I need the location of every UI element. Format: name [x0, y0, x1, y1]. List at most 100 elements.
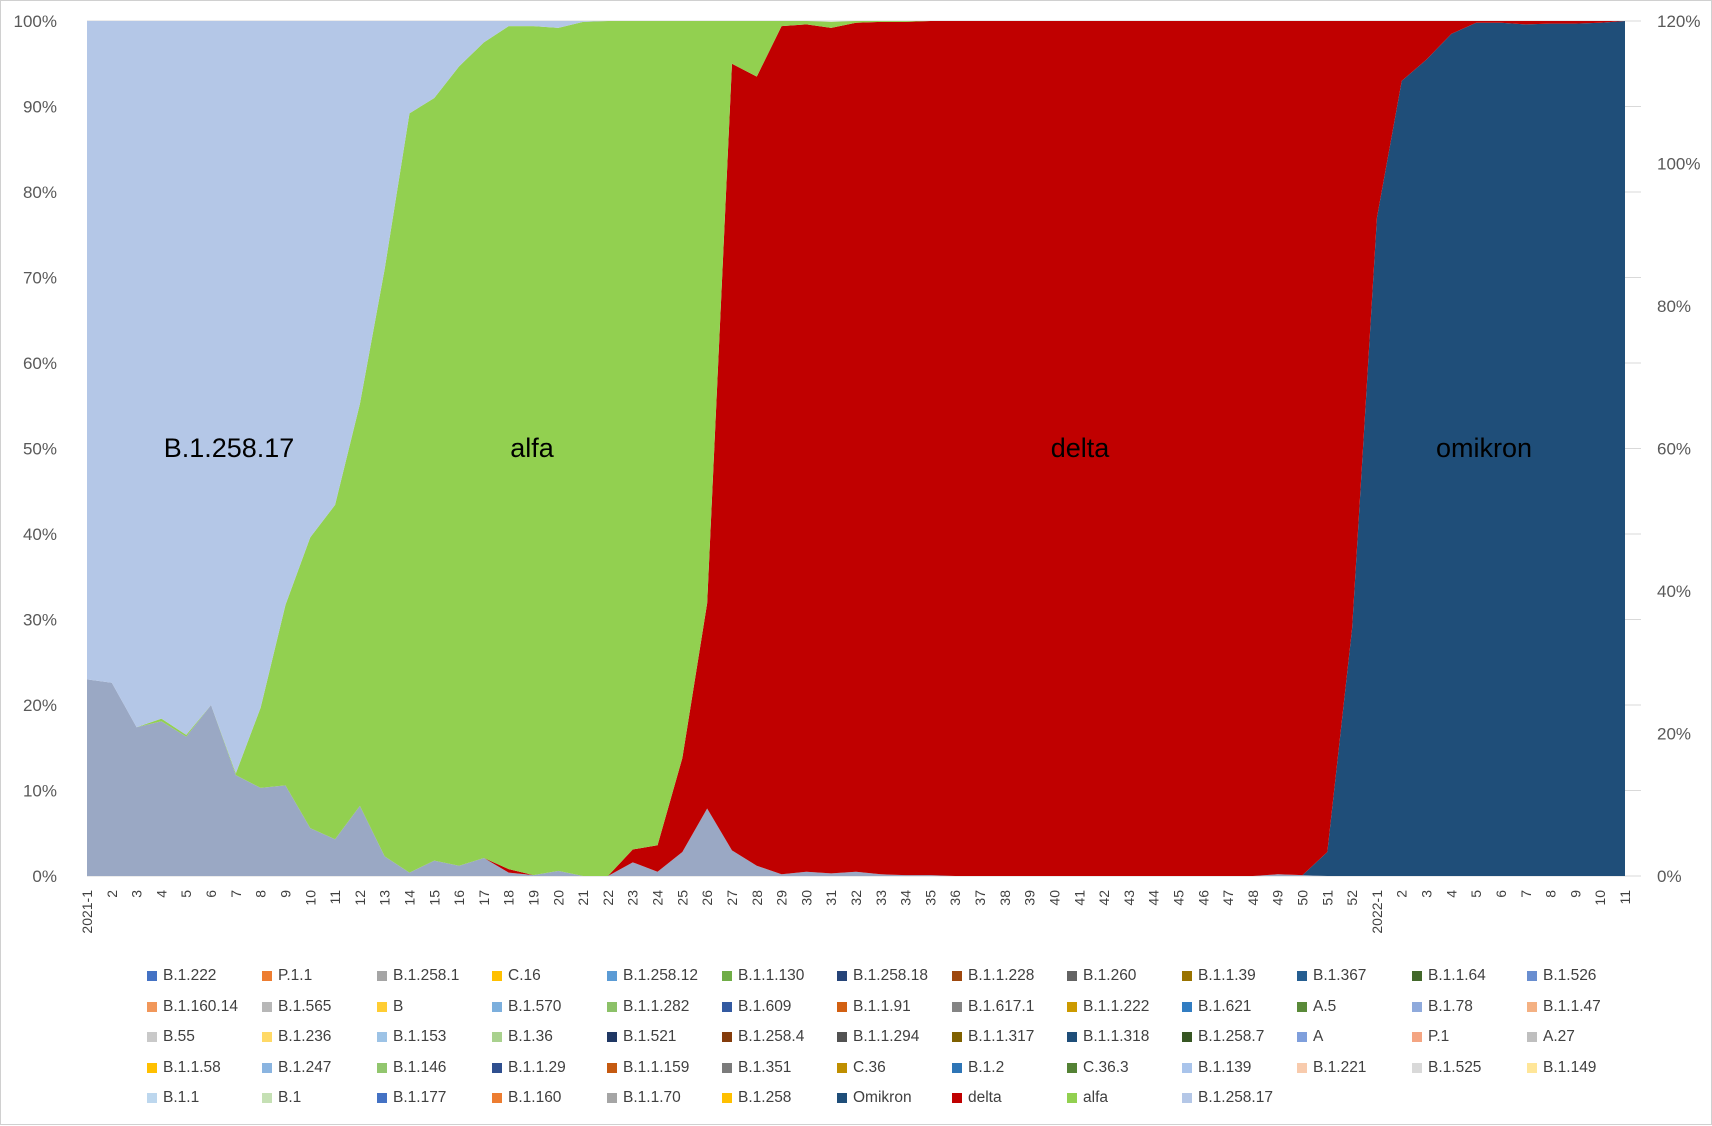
x-tick-label: 34 [898, 890, 914, 906]
legend-item: B [377, 998, 492, 1016]
legend-item: B.1.258.17 [1182, 1089, 1297, 1107]
legend-label: A.27 [1543, 1028, 1575, 1046]
legend-item: B.1.1.39 [1182, 967, 1297, 985]
y-tick-left: 50% [23, 440, 57, 459]
legend-label: B.1.1.282 [623, 997, 690, 1015]
region-label: delta [1051, 433, 1111, 463]
legend-label: delta [968, 1089, 1002, 1107]
y-tick-right: 0% [1657, 867, 1682, 886]
y-tick-left: 90% [23, 98, 57, 117]
y-tick-left: 30% [23, 611, 57, 630]
x-tick-label: 38 [997, 890, 1013, 906]
legend-swatch [1067, 1062, 1077, 1073]
x-tick-label: 51 [1319, 890, 1335, 906]
legend-item: B.1 [262, 1089, 377, 1107]
legend-swatch [1297, 1001, 1307, 1012]
legend-swatch [147, 971, 157, 982]
legend-swatch [1412, 1062, 1422, 1073]
legend-item: B.1.1.228 [952, 967, 1067, 985]
legend-swatch [722, 1032, 732, 1043]
legend-row: B.1.160.14 B.1.565 B B.1.570 B.1.1.282 B.1.60… [147, 992, 1647, 1023]
legend-label: B.1.258.12 [623, 967, 698, 985]
x-tick-label: 36 [947, 890, 963, 906]
x-tick-label: 31 [823, 890, 839, 906]
x-tick-label: 14 [401, 890, 417, 906]
legend-label: B.1.258.17 [1198, 1089, 1273, 1107]
legend-item: B.1.1.47 [1527, 998, 1642, 1016]
y-tick-left: 60% [23, 354, 57, 373]
x-tick-label: 2021-1 [79, 890, 95, 934]
x-tick-label: 25 [674, 890, 690, 906]
legend-swatch [722, 1062, 732, 1073]
legend-label: B.1.1.222 [1083, 997, 1150, 1015]
legend-label: B.1.609 [738, 997, 792, 1015]
legend-label: B.1 [278, 1089, 302, 1107]
x-tick-label: 43 [1121, 890, 1137, 906]
legend-label: B.1.521 [623, 1028, 677, 1046]
legend-label: B.1.221 [1313, 1058, 1367, 1076]
y-tick-right: 120% [1657, 12, 1700, 31]
legend-swatch [377, 1062, 387, 1073]
x-tick-label: 12 [352, 890, 368, 906]
area-other-lineages [87, 679, 1625, 876]
y-tick-left: 70% [23, 269, 57, 288]
legend-swatch [952, 1001, 962, 1012]
legend-item: B.1.258.1 [377, 967, 492, 985]
area-alfa [87, 21, 1625, 876]
legend-swatch [722, 971, 732, 982]
legend-swatch [607, 971, 617, 982]
legend-label: B.1.1.159 [623, 1058, 690, 1076]
legend-label: B.1.367 [1313, 967, 1367, 985]
legend-swatch [492, 971, 502, 982]
legend-item: A [1297, 1028, 1412, 1046]
area-series [87, 21, 1625, 876]
x-tick-label: 16 [451, 890, 467, 906]
x-tick-label: 21 [575, 890, 591, 906]
legend-swatch [147, 1032, 157, 1043]
x-tick-label: 20 [550, 890, 566, 906]
x-tick-label: 49 [1270, 890, 1286, 906]
legend-item: B.1.526 [1527, 967, 1642, 985]
legend-item: B.1.525 [1412, 1059, 1527, 1077]
legend-label: C.36 [853, 1058, 886, 1076]
legend: B.1.222 P.1.1 B.1.258.1 C.16 B.1.258.12 B.1.1… [147, 961, 1647, 1114]
legend-swatch [1067, 971, 1077, 982]
legend-label: B.1.526 [1543, 967, 1597, 985]
legend-label: B.1.160 [508, 1089, 562, 1107]
legend-label: B.1.146 [393, 1058, 447, 1076]
legend-label: B.1.222 [163, 967, 217, 985]
region-labels: B.1.258.17 alfa delta omikron [164, 433, 1532, 463]
x-tick-label: 52 [1344, 890, 1360, 906]
legend-item: B.1.149 [1527, 1059, 1642, 1077]
legend-item: B.1.1 [147, 1089, 262, 1107]
area-b-1-258-17 [87, 21, 1625, 774]
legend-item: B.1.1.29 [492, 1059, 607, 1077]
legend-swatch [262, 1032, 272, 1043]
y-tick-right: 80% [1657, 297, 1691, 316]
legend-swatch [377, 971, 387, 982]
y-tick-right: 20% [1657, 725, 1691, 744]
region-label: omikron [1436, 433, 1532, 463]
legend-swatch [377, 1032, 387, 1043]
legend-swatch [1527, 1032, 1537, 1043]
x-tick-label: 8 [1543, 890, 1559, 898]
legend-item: B.1.36 [492, 1028, 607, 1046]
legend-swatch [147, 1093, 157, 1104]
legend-item: A.5 [1297, 998, 1412, 1016]
legend-swatch [1412, 971, 1422, 982]
x-tick-label: 3 [129, 890, 145, 898]
x-tick-label: 19 [526, 890, 542, 906]
area-delta [87, 21, 1625, 876]
y-tick-left: 20% [23, 696, 57, 715]
legend-swatch [147, 1062, 157, 1073]
legend-item: C.16 [492, 967, 607, 985]
legend-label: P.1.1 [278, 967, 313, 985]
legend-swatch [1297, 971, 1307, 982]
area-omikron [87, 21, 1625, 876]
legend-label: B.1.2 [968, 1058, 1005, 1076]
legend-row: B.55 B.1.236 B.1.153 B.1.36 B.1.521 B.1.258.4… [147, 1022, 1647, 1053]
legend-item: B.1.160 [492, 1089, 607, 1107]
x-tick-label: 22 [600, 890, 616, 906]
region-label: alfa [510, 433, 555, 463]
